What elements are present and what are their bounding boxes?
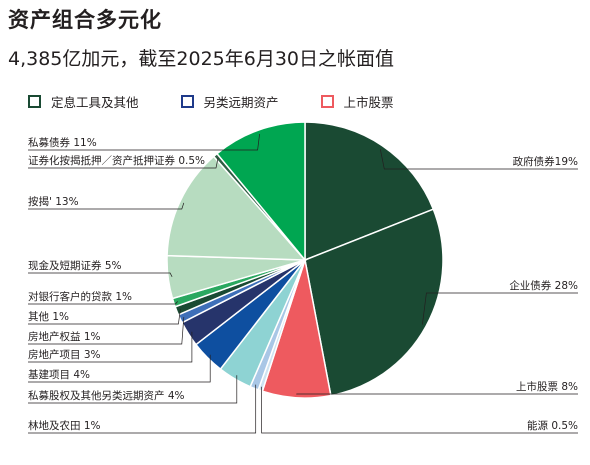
leader-line-6 [28, 354, 211, 383]
slice-label-10: 对银行客户的贷款 1% [28, 290, 132, 303]
leader-line-13 [28, 158, 219, 169]
leader-line-0 [379, 149, 578, 170]
pie-slice-1 [304, 208, 444, 397]
legend-swatch-alternatives [180, 95, 194, 108]
slice-label-13: 证券化按揭抵押／资产抵押证券 0.5% [28, 154, 205, 167]
leader-line-1 [422, 292, 578, 325]
legend-label-alternatives: 另类远期资产 [203, 95, 279, 110]
pie-slice-12 [166, 155, 307, 261]
leader-line-14 [28, 133, 260, 151]
leader-line-3 [261, 386, 578, 434]
leader-line-8 [28, 317, 185, 345]
slice-label-5: 私募股权及其他另类远期资产 4% [28, 389, 185, 402]
legend-item-alternatives: 另类远期资产 [180, 92, 279, 111]
legend-item-fixed-income: 定息工具及其他 [28, 92, 139, 111]
chart-subtitle: 4,385亿加元，截至2025年6月30日之帐面值 [8, 48, 395, 70]
slice-label-8: 房地产权益 1% [28, 330, 101, 343]
legend-label-equities: 上市股票 [343, 95, 394, 110]
slice-label-6: 基建项目 4% [28, 368, 90, 381]
legend-swatch-equities [320, 95, 334, 108]
slice-label-14: 私募债券 11% [28, 136, 97, 149]
slice-label-1: 企业债券 28% [509, 279, 578, 292]
pie-slice-0 [304, 121, 435, 262]
leader-line-5 [28, 375, 238, 404]
leader-line-12 [28, 202, 185, 210]
slice-label-9: 其他 1% [28, 310, 69, 323]
slice-label-11: 现金及短期证券 5% [28, 259, 122, 272]
pie-slice-14 [215, 121, 306, 263]
leader-line-7 [28, 331, 193, 363]
legend-swatch-fixed-income [28, 95, 41, 108]
leader-line-9 [28, 309, 181, 325]
slice-label-2: 上市股票 8% [516, 380, 578, 393]
legend: 定息工具及其他 另类远期资产 上市股票 [28, 92, 436, 111]
slice-label-12: 按揭' 13% [28, 195, 79, 208]
slice-label-4: 林地及农田 1% [28, 419, 101, 432]
leader-line-10 [28, 301, 178, 305]
slice-label-7: 房地产项目 3% [28, 348, 101, 361]
chart-title: 资产组合多元化 [8, 8, 162, 32]
legend-item-equities: 上市股票 [320, 92, 394, 111]
slice-label-3: 能源 0.5% [527, 419, 578, 432]
leader-line-4 [28, 384, 257, 434]
legend-label-fixed-income: 定息工具及其他 [51, 95, 139, 110]
slice-label-0: 政府债券19% [513, 155, 578, 168]
leader-line-11 [28, 272, 173, 277]
